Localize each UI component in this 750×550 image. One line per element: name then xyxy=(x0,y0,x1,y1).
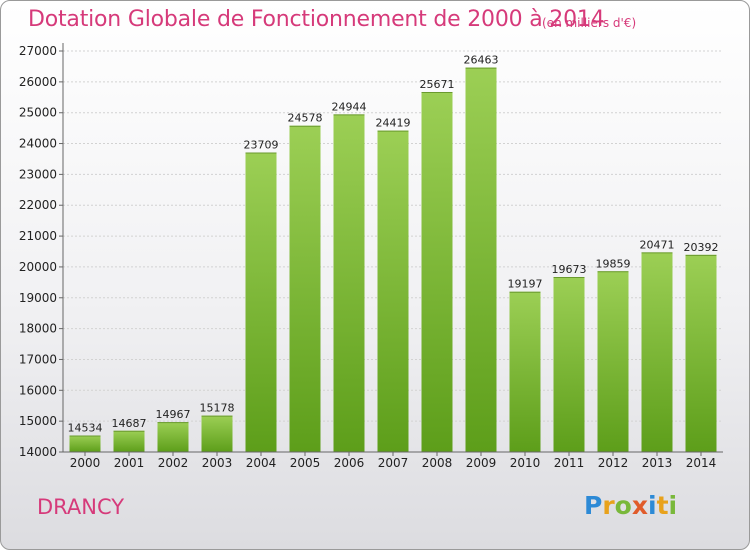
y-tick-label: 26000 xyxy=(19,75,57,89)
logo-letter: o xyxy=(614,491,632,520)
y-tick-label: 18000 xyxy=(19,322,57,336)
y-tick-label: 19000 xyxy=(19,291,57,305)
y-tick-label: 20000 xyxy=(19,260,57,274)
bar xyxy=(465,67,497,452)
x-tick-label: 2005 xyxy=(290,456,321,470)
bar xyxy=(597,271,629,452)
bar-value-label: 24944 xyxy=(332,100,367,113)
x-tick-label: 2008 xyxy=(422,456,453,470)
y-tick-label: 17000 xyxy=(19,352,57,366)
bar-value-label: 19859 xyxy=(596,257,631,270)
proxiti-logo: Proxiti xyxy=(584,491,677,520)
x-tick-label: 2004 xyxy=(246,456,277,470)
x-tick-label: 2009 xyxy=(466,456,497,470)
bar-value-label: 24578 xyxy=(288,112,323,125)
logo-letter: r xyxy=(602,491,615,520)
x-tick-label: 2002 xyxy=(158,456,189,470)
x-tick-label: 2013 xyxy=(642,456,673,470)
bar-value-label: 19673 xyxy=(552,263,587,276)
bar xyxy=(157,422,189,452)
bar xyxy=(69,435,101,452)
bar xyxy=(641,252,673,452)
x-tick-label: 2000 xyxy=(70,456,101,470)
logo-letter: i xyxy=(668,491,678,520)
x-tick-label: 2001 xyxy=(114,456,145,470)
y-tick-label: 24000 xyxy=(19,137,57,151)
bar xyxy=(509,291,541,452)
bar-value-label: 23709 xyxy=(244,139,279,152)
bar xyxy=(289,125,321,452)
x-tick-label: 2012 xyxy=(598,456,629,470)
bar-value-label: 14534 xyxy=(68,422,103,435)
bar xyxy=(333,114,365,453)
bar-value-label: 26463 xyxy=(464,54,499,67)
x-tick-label: 2011 xyxy=(554,456,585,470)
bar xyxy=(421,91,453,452)
x-tick-label: 2006 xyxy=(334,456,365,470)
y-tick-label: 15000 xyxy=(19,414,57,428)
logo-letter: i xyxy=(648,491,657,520)
bar xyxy=(377,130,409,452)
bar-value-label: 25671 xyxy=(420,78,455,91)
bar-value-label: 14967 xyxy=(156,408,191,421)
y-tick-label: 23000 xyxy=(19,167,57,181)
commune-name: DRANCY xyxy=(37,495,125,519)
bar xyxy=(201,415,233,452)
x-tick-label: 2007 xyxy=(378,456,409,470)
bar-value-label: 20471 xyxy=(640,238,675,251)
x-tick-label: 2003 xyxy=(202,456,233,470)
chart-subtitle: (en milliers d'€) xyxy=(542,16,637,30)
y-tick-label: 21000 xyxy=(19,229,57,243)
grid-lines xyxy=(63,50,723,453)
y-tick-label: 27000 xyxy=(19,44,57,58)
y-tick-label: 22000 xyxy=(19,198,57,212)
x-tick-label: 2010 xyxy=(510,456,541,470)
bar-value-label: 14687 xyxy=(112,417,147,430)
axes: 14000 15000 16000 17000 18000 19000 20000 21000… xyxy=(19,43,723,470)
bars: 14534 14687 14967 15178 23709 24578 24944 24419… xyxy=(68,54,719,453)
bar-value-label: 20392 xyxy=(684,241,719,254)
bar xyxy=(553,277,585,452)
bar-value-label: 15178 xyxy=(200,402,235,415)
bar xyxy=(685,254,717,452)
y-tick-label: 16000 xyxy=(19,383,57,397)
bar-value-label: 19197 xyxy=(508,278,543,291)
chart-title: Dotation Globale de Fonctionnement de 20… xyxy=(28,7,605,32)
y-tick-label: 25000 xyxy=(19,106,57,120)
bar-value-label: 24419 xyxy=(376,117,411,130)
logo-letter: t xyxy=(656,491,669,520)
x-tick-label: 2014 xyxy=(686,456,717,470)
y-tick-label: 14000 xyxy=(19,445,57,459)
logo-letter: P xyxy=(584,491,603,520)
logo-letter: x xyxy=(631,491,648,520)
bar xyxy=(245,152,277,452)
bar xyxy=(113,430,145,452)
